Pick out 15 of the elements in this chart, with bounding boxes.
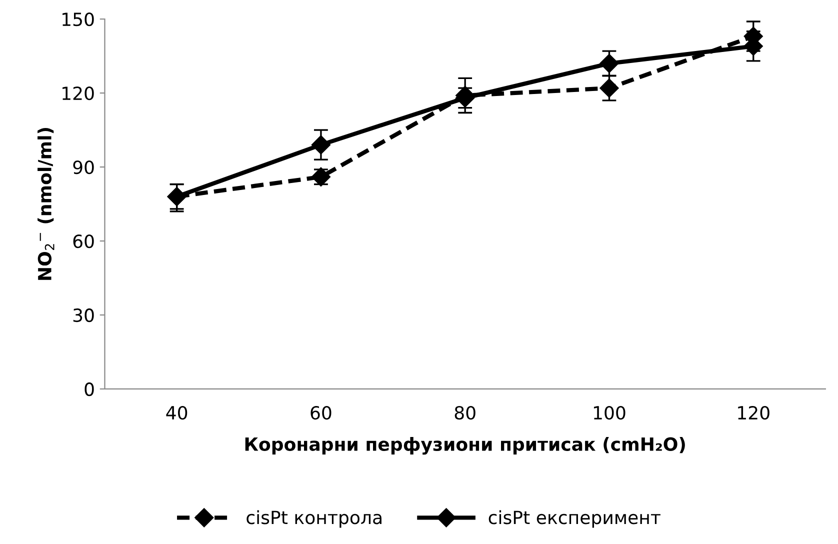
y-axis-title: NO$_{2}$$^{−}$ (nmol/ml)	[38, 128, 54, 280]
y-tick-label: 120	[62, 86, 94, 100]
x-tick-label: 100	[594, 406, 626, 420]
x-tick-label: 60	[310, 406, 332, 420]
legend-label: cisPt експеримент	[488, 510, 660, 528]
y-tick-label: 60	[73, 234, 94, 248]
y-tick-label: 90	[73, 160, 94, 174]
x-tick-label: 40	[166, 406, 188, 420]
x-tick-label: 80	[454, 406, 476, 420]
x-axis-title: Коронарни перфузиони притисак (cmH₂O)	[245, 436, 685, 455]
legend-label: cisPt контрола	[246, 510, 382, 528]
y-tick-label: 0	[84, 382, 94, 396]
y-tick-label: 30	[73, 308, 94, 322]
y-tick-label: 150	[62, 12, 94, 26]
x-tick-label: 120	[738, 406, 770, 420]
